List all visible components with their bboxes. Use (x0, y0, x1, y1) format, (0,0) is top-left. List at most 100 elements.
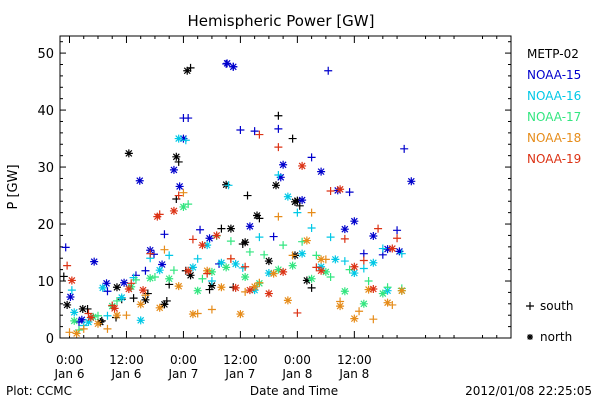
north-marker (212, 231, 221, 240)
south-marker (293, 308, 302, 317)
north-marker (388, 244, 397, 253)
south-marker (141, 266, 150, 275)
y-tick-label: 10 (37, 275, 54, 290)
south-marker (61, 243, 70, 252)
south-marker (196, 225, 205, 234)
south-marker (103, 287, 112, 296)
north-marker (203, 241, 212, 250)
south-marker (93, 311, 102, 320)
north-marker (298, 249, 307, 258)
x-tick-time: 12:00 (223, 353, 258, 367)
north-marker (207, 267, 216, 276)
north-marker (146, 274, 155, 283)
north-marker (120, 278, 129, 287)
north-marker (369, 284, 378, 293)
north-marker (77, 315, 86, 324)
x-tick-date: Jan 6 (110, 367, 141, 381)
north-marker (317, 266, 326, 275)
south-marker (269, 232, 278, 241)
north-marker (350, 269, 359, 278)
north-marker (160, 300, 169, 309)
south-marker (122, 311, 131, 320)
south-marker (250, 127, 259, 136)
south-marker (359, 249, 368, 258)
chart-title: Hemispheric Power [GW] (188, 12, 375, 30)
south-marker (255, 233, 264, 242)
north-marker (188, 310, 197, 319)
north-marker (333, 186, 342, 195)
north-marker (188, 263, 197, 272)
north-marker (153, 212, 162, 221)
legend-entry: NOAA-16 (527, 89, 581, 103)
north-marker (169, 206, 178, 215)
south-marker (369, 315, 378, 324)
legend-entry: METP-02 (527, 47, 579, 61)
north-marker (407, 177, 416, 186)
north-marker (231, 283, 240, 292)
x-tick-date: Jan 6 (54, 367, 85, 381)
north-marker (135, 176, 144, 185)
north-marker (350, 217, 359, 226)
north-marker (112, 311, 121, 320)
marker-legend: south north (526, 299, 574, 344)
south-marker (307, 153, 316, 162)
north-marker (124, 284, 133, 293)
north-marker (184, 266, 193, 275)
south-marker (129, 294, 138, 303)
south-marker (383, 283, 392, 292)
south-marker (59, 272, 68, 281)
y-tick-label: 40 (37, 104, 54, 119)
north-marker (302, 236, 311, 245)
north-marker (336, 302, 345, 311)
south-marker (165, 251, 174, 260)
north-marker (67, 276, 76, 285)
north-marker (321, 267, 330, 276)
north-marker (340, 225, 349, 234)
south-marker (393, 226, 402, 235)
south-marker (288, 134, 297, 143)
x-tick-time: 12:00 (109, 353, 144, 367)
south-marker (243, 191, 252, 200)
x-tick-time: 0:00 (170, 353, 197, 367)
data-markers (59, 59, 416, 338)
north-marker (174, 134, 183, 143)
north-marker (241, 238, 250, 247)
legend-entry: NOAA-15 (527, 68, 581, 82)
north-marker (155, 266, 164, 275)
south-marker (245, 247, 254, 256)
north-marker (272, 181, 281, 190)
north-marker (383, 298, 392, 307)
marker-legend-symbol (526, 302, 534, 310)
south-marker (298, 237, 307, 246)
south-marker (255, 130, 264, 139)
south-marker (324, 66, 333, 75)
south-marker (307, 224, 316, 233)
north-marker (283, 192, 292, 201)
north-marker (245, 222, 254, 231)
y-tick-label: 0 (46, 332, 54, 347)
north-marker (175, 182, 184, 191)
south-marker (359, 264, 368, 273)
south-marker (374, 224, 383, 233)
south-marker (326, 186, 335, 195)
south-marker (160, 245, 169, 254)
north-marker (226, 224, 235, 233)
north-marker (223, 59, 232, 68)
x-tick-date: Jan 7 (224, 367, 255, 381)
north-marker (290, 197, 299, 206)
north-marker (317, 255, 326, 264)
y-tick-label: 30 (37, 161, 54, 176)
north-marker (63, 300, 72, 309)
south-marker (146, 249, 155, 258)
south-marker (103, 324, 112, 333)
north-marker (369, 232, 378, 241)
north-marker (253, 211, 262, 220)
south-marker (169, 266, 178, 275)
north-marker (264, 257, 273, 266)
south-marker (355, 307, 364, 316)
south-marker (236, 126, 245, 135)
north-marker (183, 66, 192, 75)
north-marker (172, 152, 181, 161)
